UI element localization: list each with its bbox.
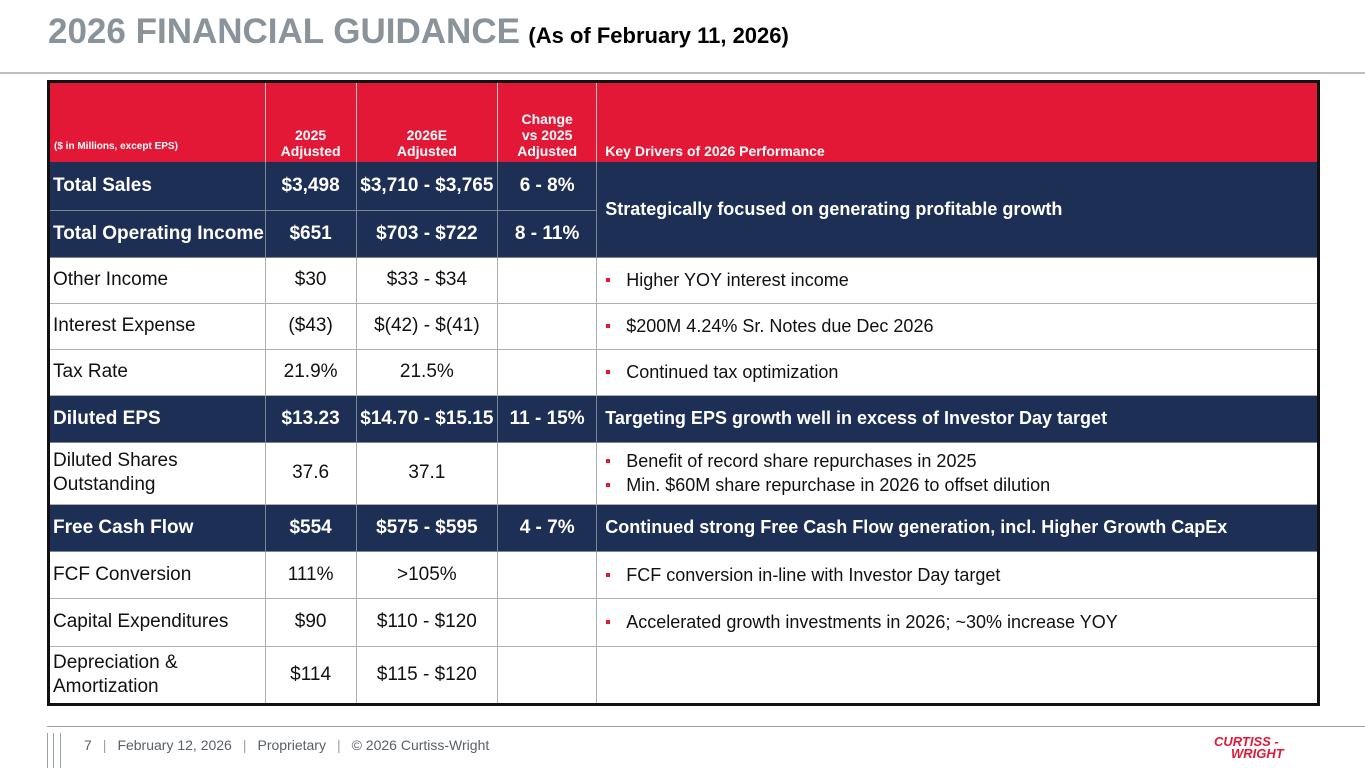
driver-cell: Higher YOY interest income <box>596 257 1319 304</box>
logo-line-2: WRIGHT <box>1231 746 1284 761</box>
driver-bullet: Accelerated growth investments in 2026; … <box>605 610 1317 634</box>
footer-separator: | <box>242 737 247 753</box>
table-row-total-sales: Total Sales $3,498 $3,710 - $3,765 6 - 8… <box>48 162 1319 258</box>
table-row-tax-rate: Tax Rate 21.9% 21.5% Continued tax optim… <box>48 349 1319 396</box>
value-2025: 37.6 <box>265 442 357 505</box>
value-2026e: >105% <box>356 551 499 599</box>
value-change: 8 - 11% <box>497 210 598 258</box>
footer-date: February 12, 2026 <box>117 737 232 753</box>
value-2026e: $575 - $595 <box>356 504 499 552</box>
driver-bullet: Higher YOY interest income <box>605 268 1317 292</box>
value-2025: $30 <box>265 257 357 304</box>
logo-line-1: CURTISS - <box>1214 734 1279 749</box>
value-2026e: $110 - $120 <box>356 598 499 647</box>
value-change <box>497 442 598 505</box>
driver-cell: FCF conversion in-line with Investor Day… <box>596 551 1319 599</box>
table-row-diluted-eps: Diluted EPS $13.23 $14.70 - $15.15 11 - … <box>48 395 1319 443</box>
guidance-table: ($ in Millions, except EPS) 2025 Adjusted… <box>47 80 1320 706</box>
title-divider <box>0 72 1365 74</box>
driver-bullet: Min. $60M share repurchase in 2026 to of… <box>605 473 1317 497</box>
row-label: Diluted Shares Outstanding <box>48 442 266 505</box>
driver-bullet: $200M 4.24% Sr. Notes due Dec 2026 <box>605 314 1317 338</box>
value-change <box>497 551 598 599</box>
value-2026e: $14.70 - $15.15 <box>356 395 499 443</box>
value-2025: $90 <box>265 598 357 647</box>
value-2025: $3,498 <box>265 162 357 211</box>
footer-divider <box>47 726 1365 727</box>
row-label: Total Operating Income <box>48 210 266 258</box>
value-change <box>497 349 598 396</box>
value-2026e: $115 - $120 <box>356 646 499 705</box>
footer: 7 | February 12, 2026 | Proprietary | © 2026 C… <box>84 737 489 753</box>
value-change: 11 - 15% <box>497 395 598 443</box>
page-number: 7 <box>84 737 92 753</box>
value-2026e: $(42) - $(41) <box>356 303 499 350</box>
row-label: Free Cash Flow <box>48 504 266 552</box>
value-change <box>497 598 598 647</box>
driver-bullet: Continued tax optimization <box>605 360 1317 384</box>
driver-cell: Benefit of record share repurchases in 2… <box>596 442 1319 505</box>
value-change <box>497 257 598 304</box>
table-row-diluted-shares: Diluted Shares Outstanding 37.6 37.1 Bene… <box>48 442 1319 505</box>
table-row-total-operating-income: Total Operating Income $651 $703 - $722 … <box>48 210 1319 258</box>
driver-cell: Accelerated growth investments in 2026; … <box>596 598 1319 647</box>
row-label: FCF Conversion <box>48 551 266 599</box>
value-change <box>497 646 598 705</box>
value-change <box>497 303 598 350</box>
title-subtitle: (As of February 11, 2026) <box>528 23 789 48</box>
page-title: 2026 FINANCIAL GUIDANCE (As of February … <box>48 12 789 52</box>
value-2026e: 21.5% <box>356 349 499 396</box>
row-label: Other Income <box>48 257 266 304</box>
row-label: Depreciation & Amortization <box>48 646 266 705</box>
driver-fcf-generation: Continued strong Free Cash Flow generati… <box>596 504 1319 552</box>
title-main: 2026 FINANCIAL GUIDANCE <box>48 12 520 51</box>
value-2025: ($43) <box>265 303 357 350</box>
curtiss-wright-logo: CURTISS - WRIGHT <box>1214 734 1294 762</box>
value-2026e: $33 - $34 <box>356 257 499 304</box>
value-2025: $13.23 <box>265 395 357 443</box>
header-change: Change vs 2025 Adjusted <box>497 81 598 162</box>
driver-bullet: FCF conversion in-line with Investor Day… <box>605 563 1317 587</box>
footer-separator: | <box>336 737 341 753</box>
table-row-interest-expense: Interest Expense ($43) $(42) - $(41) $20… <box>48 303 1319 350</box>
value-2025: $114 <box>265 646 357 705</box>
table-row-capital-expenditures: Capital Expenditures $90 $110 - $120 Acc… <box>48 598 1319 647</box>
driver-bullet: Benefit of record share repurchases in 2… <box>605 449 1317 473</box>
row-label: Tax Rate <box>48 349 266 396</box>
table-header-row: ($ in Millions, except EPS) 2025 Adjusted… <box>48 81 1319 162</box>
header-2026e-adjusted: 2026E Adjusted <box>356 81 499 162</box>
table-row-free-cash-flow: Free Cash Flow $554 $575 - $595 4 - 7% C… <box>48 504 1319 552</box>
header-units: ($ in Millions, except EPS) <box>48 81 266 162</box>
driver-cell: Continued tax optimization <box>596 349 1319 396</box>
value-2025: 111% <box>265 551 357 599</box>
row-label: Total Sales <box>48 162 266 211</box>
value-2026e: $703 - $722 <box>356 210 499 258</box>
value-2025: $651 <box>265 210 357 258</box>
value-2026e: 37.1 <box>356 442 499 505</box>
value-change: 6 - 8% <box>497 162 598 211</box>
header-key-drivers: Key Drivers of 2026 Performance <box>596 81 1319 162</box>
footer-classification: Proprietary <box>257 737 326 753</box>
value-2026e: $3,710 - $3,765 <box>356 162 499 211</box>
header-2025-adjusted: 2025 Adjusted <box>265 81 357 162</box>
driver-eps-growth: Targeting EPS growth well in excess of I… <box>596 395 1319 443</box>
row-label: Interest Expense <box>48 303 266 350</box>
value-change: 4 - 7% <box>497 504 598 552</box>
driver-profitable-growth: Strategically focused on generating prof… <box>596 162 1319 258</box>
footer-separator: | <box>102 737 107 753</box>
table-row-depreciation: Depreciation & Amortization $114 $115 - $… <box>48 646 1319 705</box>
row-label: Capital Expenditures <box>48 598 266 647</box>
footer-copyright: © 2026 Curtiss-Wright <box>351 737 490 753</box>
table-row-fcf-conversion: FCF Conversion 111% >105% FCF conversion… <box>48 551 1319 599</box>
driver-cell: $200M 4.24% Sr. Notes due Dec 2026 <box>596 303 1319 350</box>
value-2025: $554 <box>265 504 357 552</box>
footer-bars-decoration <box>47 733 61 768</box>
row-label: Diluted EPS <box>48 395 266 443</box>
value-2025: 21.9% <box>265 349 357 396</box>
table-row-other-income: Other Income $30 $33 - $34 Higher YOY in… <box>48 257 1319 304</box>
driver-cell-empty <box>596 646 1319 705</box>
